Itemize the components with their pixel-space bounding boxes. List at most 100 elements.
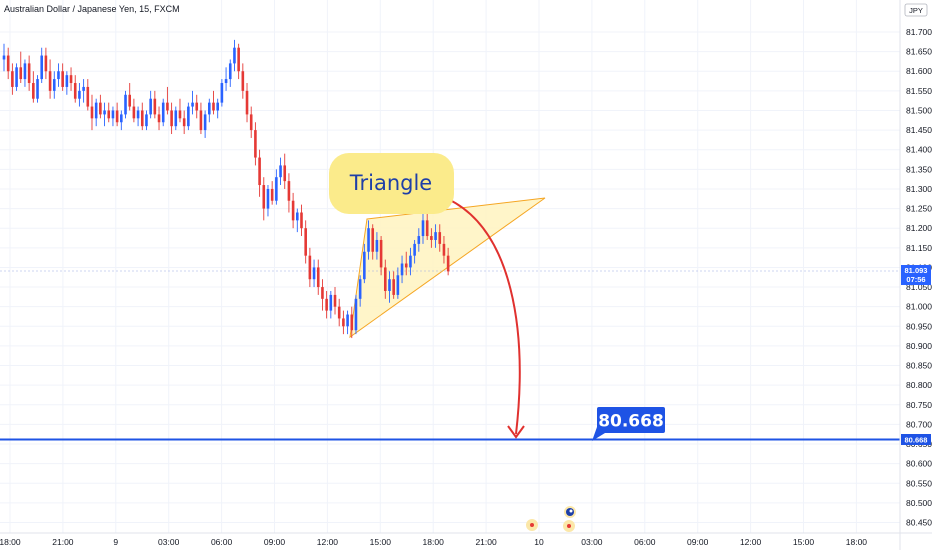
candle[interactable] [161, 98, 165, 127]
candle[interactable] [2, 43, 6, 72]
candle[interactable] [379, 236, 383, 276]
candle[interactable] [170, 102, 173, 135]
candle[interactable] [287, 173, 291, 213]
candle[interactable] [99, 94, 102, 119]
candle[interactable] [103, 102, 106, 127]
candle[interactable] [90, 94, 94, 131]
candle[interactable] [128, 83, 131, 111]
candle[interactable] [208, 98, 211, 123]
candle[interactable] [40, 47, 44, 84]
candle[interactable] [383, 259, 387, 299]
candle[interactable] [44, 47, 48, 80]
candle[interactable] [94, 98, 98, 127]
price-axis[interactable]: 81.700 81.650 81.600 81.550 81.500 81.450 81.4… [899, 0, 932, 550]
candle[interactable] [283, 153, 287, 189]
candle[interactable] [166, 86, 169, 115]
candle[interactable] [153, 90, 157, 119]
candle[interactable] [86, 79, 90, 111]
candle[interactable] [258, 149, 261, 197]
candle[interactable] [149, 90, 152, 119]
candle[interactable] [220, 79, 224, 107]
candle[interactable] [413, 239, 416, 264]
candle[interactable] [11, 63, 14, 95]
candle[interactable] [312, 259, 316, 288]
candle[interactable] [434, 224, 437, 248]
candle[interactable] [224, 67, 228, 91]
candle[interactable] [316, 259, 320, 295]
candle[interactable] [6, 47, 10, 80]
time-axis[interactable]: 18:00 21:00 9 03:00 06:00 09:00 12:00 15:00 18:0… [0, 532, 932, 547]
candle[interactable] [157, 106, 161, 131]
candle[interactable] [82, 79, 85, 103]
candle[interactable] [371, 224, 375, 260]
candle[interactable] [321, 279, 324, 311]
candle[interactable] [254, 122, 257, 166]
candle[interactable] [363, 243, 366, 284]
candle[interactable] [329, 290, 333, 319]
candle[interactable] [438, 224, 442, 252]
candle[interactable] [199, 102, 203, 135]
candle[interactable] [115, 102, 119, 127]
candle[interactable] [404, 251, 408, 276]
candle[interactable] [132, 98, 136, 123]
candle[interactable] [69, 67, 73, 91]
candle[interactable] [65, 71, 69, 95]
candle[interactable] [266, 185, 270, 217]
candle[interactable] [442, 236, 446, 264]
candle[interactable] [308, 247, 312, 288]
candle[interactable] [304, 220, 307, 264]
candle[interactable] [446, 247, 450, 276]
candle[interactable] [333, 287, 337, 315]
candle[interactable] [124, 90, 127, 119]
candle[interactable] [300, 204, 303, 237]
candle[interactable] [367, 220, 370, 260]
candle[interactable] [346, 310, 349, 335]
candle[interactable] [23, 59, 27, 87]
candle[interactable] [275, 169, 278, 205]
candle[interactable] [111, 106, 115, 127]
candle[interactable] [78, 83, 81, 107]
candle[interactable] [392, 271, 395, 299]
candle[interactable] [136, 106, 140, 127]
candle[interactable] [296, 208, 299, 233]
candle[interactable] [417, 228, 421, 252]
candle[interactable] [409, 247, 412, 276]
candle[interactable] [178, 98, 182, 123]
candle[interactable] [228, 59, 232, 87]
candle[interactable] [73, 75, 77, 103]
candle[interactable] [212, 90, 215, 115]
candle[interactable] [174, 106, 178, 131]
candle[interactable] [19, 51, 23, 84]
candle[interactable] [245, 83, 249, 123]
candle[interactable] [237, 43, 240, 80]
candle[interactable] [32, 71, 35, 103]
candle[interactable] [241, 63, 245, 99]
candle[interactable] [203, 110, 207, 138]
candle[interactable] [342, 310, 345, 335]
candle[interactable] [262, 177, 266, 221]
candle[interactable] [195, 94, 199, 119]
candle[interactable] [375, 232, 379, 260]
candle[interactable] [233, 39, 236, 72]
candle[interactable] [52, 71, 56, 99]
candle[interactable] [400, 255, 404, 284]
candles[interactable] [2, 39, 450, 339]
candle[interactable] [216, 98, 219, 119]
candle[interactable] [270, 181, 274, 205]
candle[interactable] [187, 102, 190, 131]
candle[interactable] [15, 63, 18, 91]
candle[interactable] [191, 90, 194, 115]
candle[interactable] [57, 63, 60, 87]
candle[interactable] [388, 271, 391, 303]
candle[interactable] [48, 59, 52, 99]
candle[interactable] [291, 192, 295, 229]
candle[interactable] [279, 157, 282, 186]
candle[interactable] [140, 102, 144, 131]
candle[interactable] [36, 75, 39, 103]
candle[interactable] [61, 63, 64, 91]
candle[interactable] [396, 267, 400, 299]
candle[interactable] [354, 294, 358, 335]
candle[interactable] [430, 228, 433, 248]
candle[interactable] [358, 275, 362, 307]
